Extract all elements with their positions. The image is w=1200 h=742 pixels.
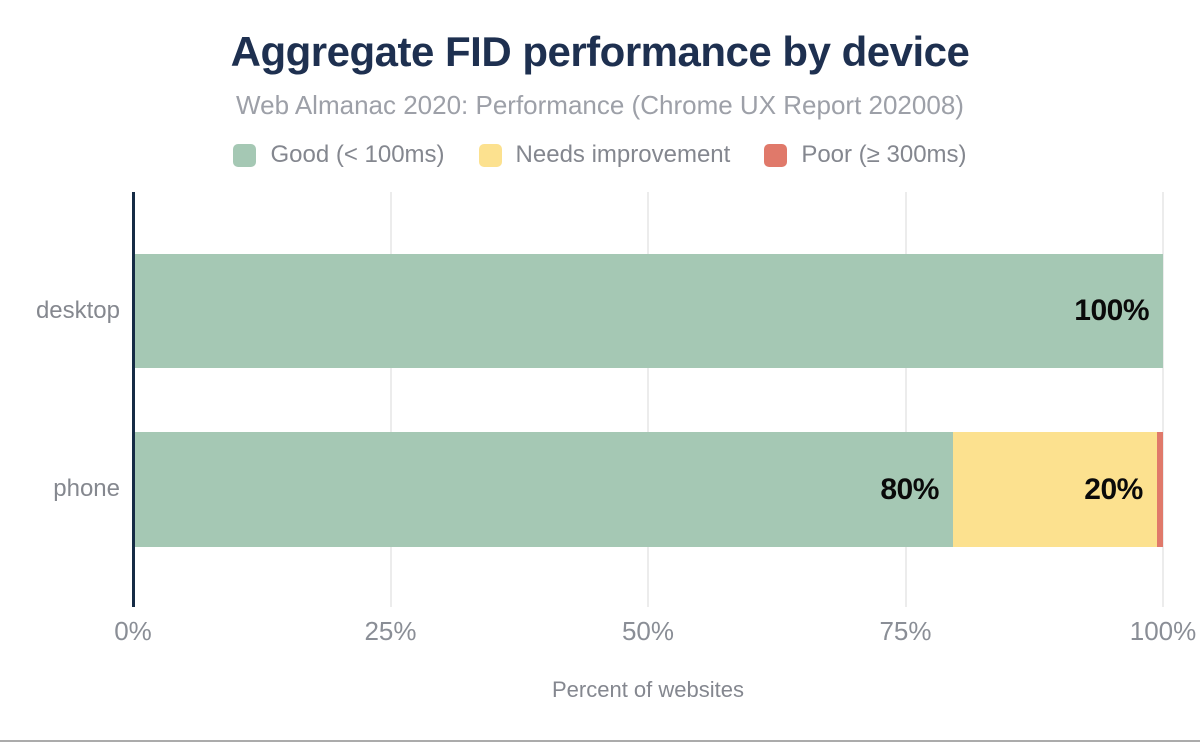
legend: Good (< 100ms) Needs improvement Poor (≥… (0, 141, 1200, 169)
bar-value-label: 20% (1084, 472, 1143, 506)
bar-value-label: 100% (1074, 294, 1149, 327)
bar-value-label: 80% (880, 472, 939, 506)
x-tick-label: 0% (114, 616, 152, 646)
gridline (647, 192, 649, 607)
bar-segment: 20% (952, 432, 1157, 547)
y-tick-label-phone: phone (53, 475, 120, 502)
bar-segment (1156, 432, 1163, 547)
chart-subtitle: Web Almanac 2020: Performance (Chrome UX… (236, 90, 964, 120)
bar-row-desktop: 100% (133, 254, 1163, 368)
bar-segment: 100% (133, 254, 1163, 368)
legend-label-good: Good (< 100ms) (270, 141, 445, 168)
legend-item-poor: Poor (≥ 300ms) (764, 141, 967, 169)
legend-swatch-good-icon (233, 143, 257, 167)
x-axis-ticks: 0% 25% 50% 75% 100% (114, 616, 1196, 646)
gridline (1162, 192, 1164, 607)
x-tick-label: 100% (1129, 616, 1197, 646)
legend-label-needs-improvement: Needs improvement (515, 141, 731, 168)
legend-label-poor: Poor (≥ 300ms) (801, 141, 967, 168)
legend-item-good: Good (< 100ms) (233, 141, 445, 169)
x-tick-label: 25% (364, 616, 417, 646)
x-tick-label: 50% (621, 616, 675, 646)
y-axis-line (132, 192, 135, 607)
x-tick-label: 75% (879, 616, 932, 646)
plot-area: 100% 80% 20% (132, 192, 1164, 607)
gridline (904, 192, 907, 607)
legend-swatch-poor-icon (764, 143, 788, 167)
legend-item-needs-improvement: Needs improvement (478, 141, 731, 169)
y-tick-label-desktop: desktop (35, 297, 120, 324)
chart-title: Aggregate FID performance by device (230, 28, 970, 75)
bar-row-phone: 80% 20% (133, 432, 1163, 547)
x-axis-title: Percent of websites (552, 677, 744, 702)
bar-segment: 80% (133, 432, 953, 547)
gridline (389, 192, 392, 607)
legend-swatch-needs-improvement-icon (478, 143, 502, 167)
